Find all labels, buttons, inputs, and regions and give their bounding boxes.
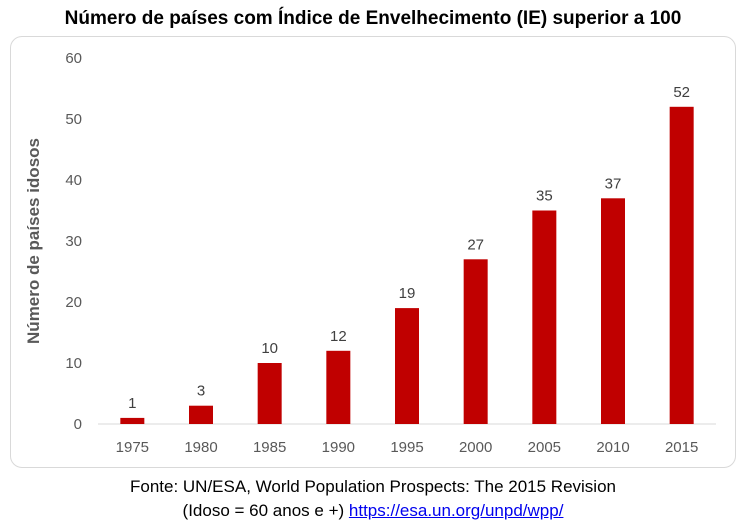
y-axis-title: Número de países idosos [24, 138, 43, 344]
x-tick-label: 2015 [665, 439, 698, 456]
bar [463, 259, 488, 424]
bar-chart: 0 10 20 30 40 50 60 Número de países idosos 1 197… [24, 50, 716, 456]
data-label: 37 [605, 175, 622, 192]
data-label: 27 [467, 236, 484, 253]
data-label: 52 [673, 84, 690, 101]
data-label: 19 [399, 285, 416, 302]
source-note-prefix: (Idoso = 60 anos e +) [182, 501, 349, 520]
source-note: Fonte: UN/ESA, World Population Prospect… [129, 477, 616, 496]
x-tick-label: 2005 [528, 439, 561, 456]
bar [669, 106, 694, 425]
y-tick-label: 0 [74, 416, 82, 433]
x-tick-label: 1990 [322, 439, 355, 456]
data-label: 1 [128, 395, 136, 412]
data-label: 10 [261, 340, 278, 357]
bar [395, 308, 419, 424]
bar [120, 417, 145, 424]
x-tick-label: 1985 [253, 439, 286, 456]
data-label: 12 [330, 328, 347, 345]
bar [532, 210, 557, 424]
bar [189, 405, 213, 424]
y-tick-label: 30 [65, 233, 82, 250]
bar [257, 363, 282, 424]
data-label: 35 [536, 188, 553, 205]
y-tick-label: 60 [65, 50, 82, 67]
bar [601, 198, 625, 424]
x-tick-label: 1975 [116, 439, 149, 456]
source-link[interactable]: https://esa.un.org/unpd/wpp/ [348, 501, 564, 520]
y-tick-label: 20 [65, 294, 82, 311]
y-tick-label: 40 [65, 172, 82, 189]
data-label: 3 [197, 383, 205, 400]
x-tick-label: 2010 [596, 439, 629, 456]
y-tick-label: 50 [65, 111, 82, 128]
bar [326, 350, 351, 424]
y-tick-label: 10 [65, 355, 82, 372]
x-tick-label: 1995 [390, 439, 423, 456]
chart-title: Número de países com Índice de Envelheci… [64, 8, 682, 29]
source-note-line2: (Idoso = 60 anos e +) https://esa.un.org… [0, 501, 746, 521]
x-tick-label: 2000 [459, 439, 492, 456]
x-tick-label: 1980 [184, 439, 217, 456]
